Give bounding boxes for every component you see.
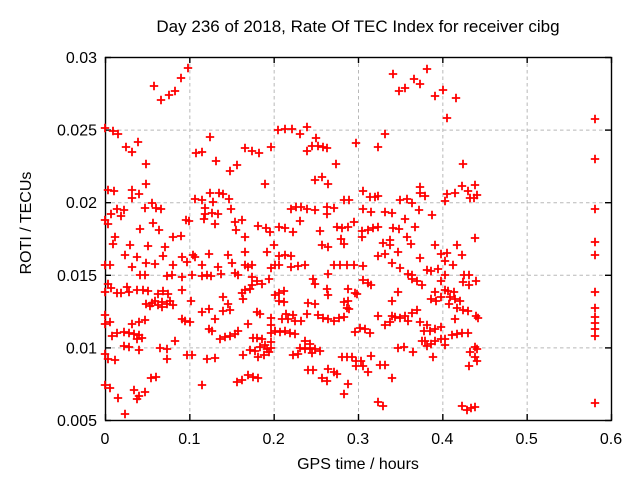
y-tick-label: 0.03 (66, 50, 97, 67)
y-tick-label: 0.025 (57, 123, 97, 140)
x-tick-label: 0.6 (600, 431, 622, 448)
scatter-plus-markers (100, 63, 600, 419)
y-tick-label: 0.015 (57, 268, 97, 285)
y-tick-label: 0.02 (66, 195, 97, 212)
x-tick-label: 0.4 (431, 431, 453, 448)
data-points (100, 63, 600, 419)
tick-labels: 0 0.1 0.2 0.3 0.4 0.5 0.6 0.005 0.01 0.015 0.02 0.0… (57, 50, 622, 448)
x-tick-label: 0 (101, 431, 110, 448)
y-tick-label: 0.01 (66, 340, 97, 357)
x-tick-label: 0.2 (263, 431, 285, 448)
x-axis-label: GPS time / hours (297, 456, 419, 473)
x-tick-label: 0.5 (516, 431, 538, 448)
axes (104, 56, 613, 422)
y-axis-label: ROTI / TECUs (18, 172, 35, 275)
chart-title: Day 236 of 2018, Rate Of TEC Index for r… (156, 17, 559, 36)
y-tick-label: 0.005 (57, 413, 97, 430)
x-tick-label: 0.3 (347, 431, 369, 448)
x-tick-label: 0.1 (178, 431, 200, 448)
